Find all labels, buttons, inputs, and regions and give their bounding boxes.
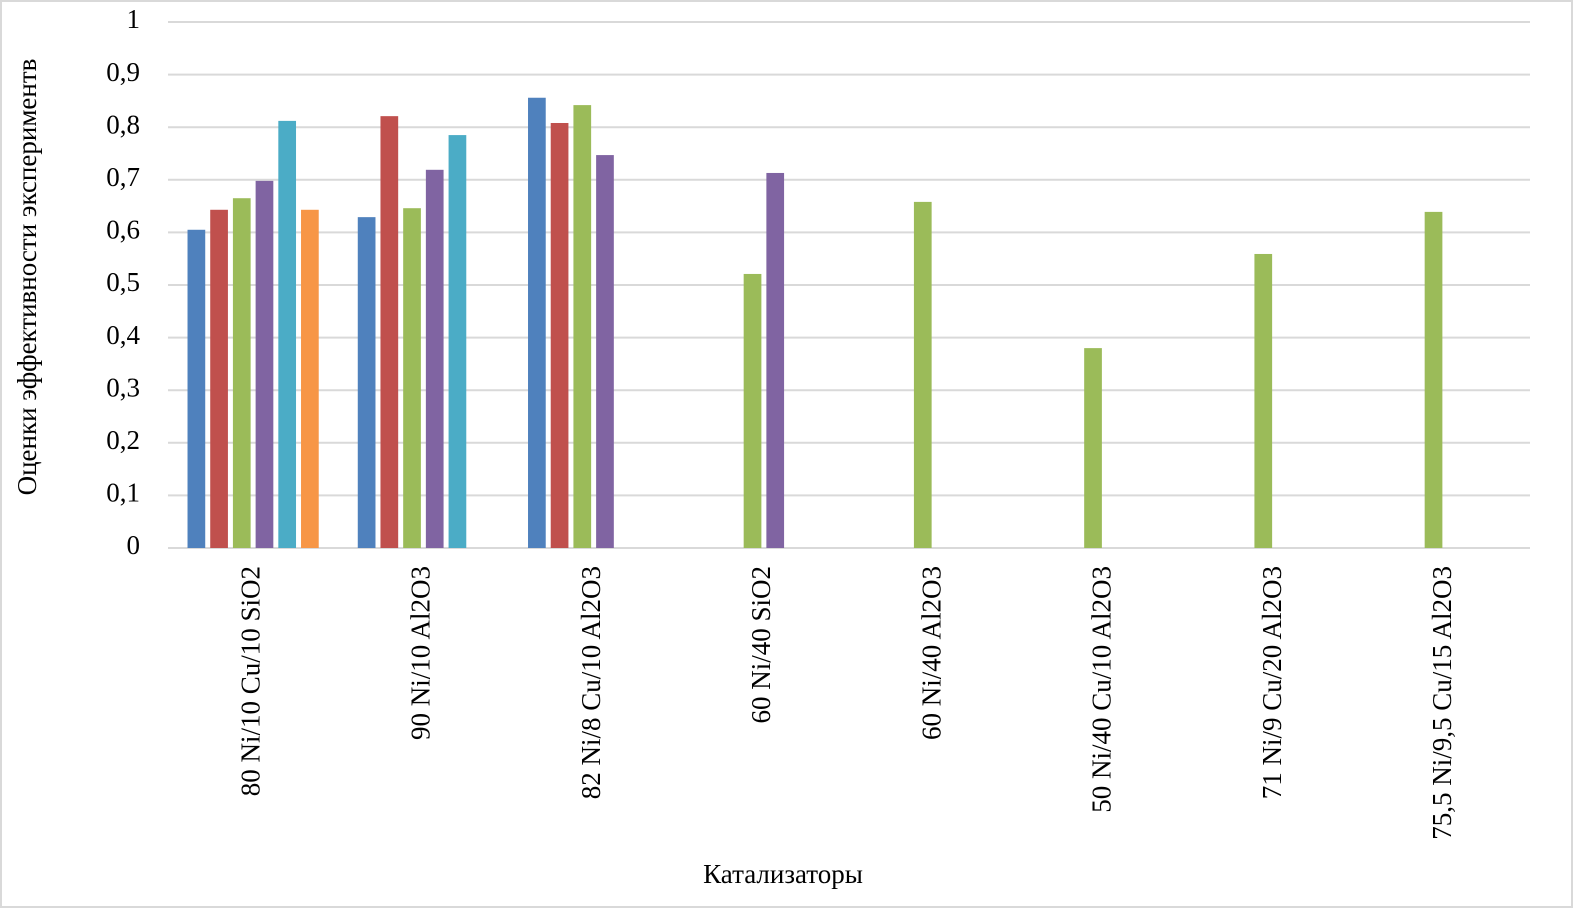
bar [380,116,399,549]
x-tick-label: 60 Ni/40 SiO2 [746,566,776,724]
x-tick-label: 50 Ni/40 Cu/10 Al2O3 [1087,566,1117,813]
bar [743,273,762,548]
x-axis-title: Катализаторы [703,859,863,889]
bar [1084,348,1102,548]
y-axis-title: Оценки эффективности экспериментв [12,59,42,496]
bar [913,201,932,548]
bar [766,172,785,548]
bar [301,209,319,549]
bar [255,180,274,549]
y-tick-label: 0,4 [106,320,140,350]
bar [425,169,444,548]
bar [210,209,228,549]
y-tick-label: 0,3 [106,372,140,402]
bar [573,105,592,548]
y-tick-label: 0,2 [106,425,140,455]
y-tick-label: 0,7 [106,162,140,192]
bar [403,208,421,549]
bar [187,229,206,548]
y-tick-label: 1 [127,4,141,34]
x-tick-label: 82 Ni/8 Cu/10 Al2O3 [576,566,606,799]
bar [448,135,467,548]
y-tick-label: 0,5 [106,267,140,297]
x-tick-label: 75,5 Ni/9,5 Cu/15 Al2O3 [1427,566,1457,840]
x-tick-label: 60 Ni/40 Al2O3 [916,566,946,740]
y-tick-label: 0,6 [106,215,140,245]
x-tick-label: 80 Ni/10 Cu/10 SiO2 [235,566,265,796]
bar [596,155,614,548]
bar [528,97,546,548]
y-tick-label: 0,8 [106,109,140,139]
bar [1424,211,1443,549]
x-tick-label: 71 Ni/9 Cu/20 Al2O3 [1257,566,1287,799]
bar [1254,253,1273,548]
y-tick-label: 0,9 [106,57,140,87]
bar [278,120,297,548]
x-tick-label: 90 Ni/10 Al2O3 [406,566,436,740]
bar [232,198,251,548]
bar [357,217,376,548]
y-tick-label: 0 [127,530,141,560]
bar [550,122,569,548]
y-tick-label: 0,1 [106,478,140,508]
